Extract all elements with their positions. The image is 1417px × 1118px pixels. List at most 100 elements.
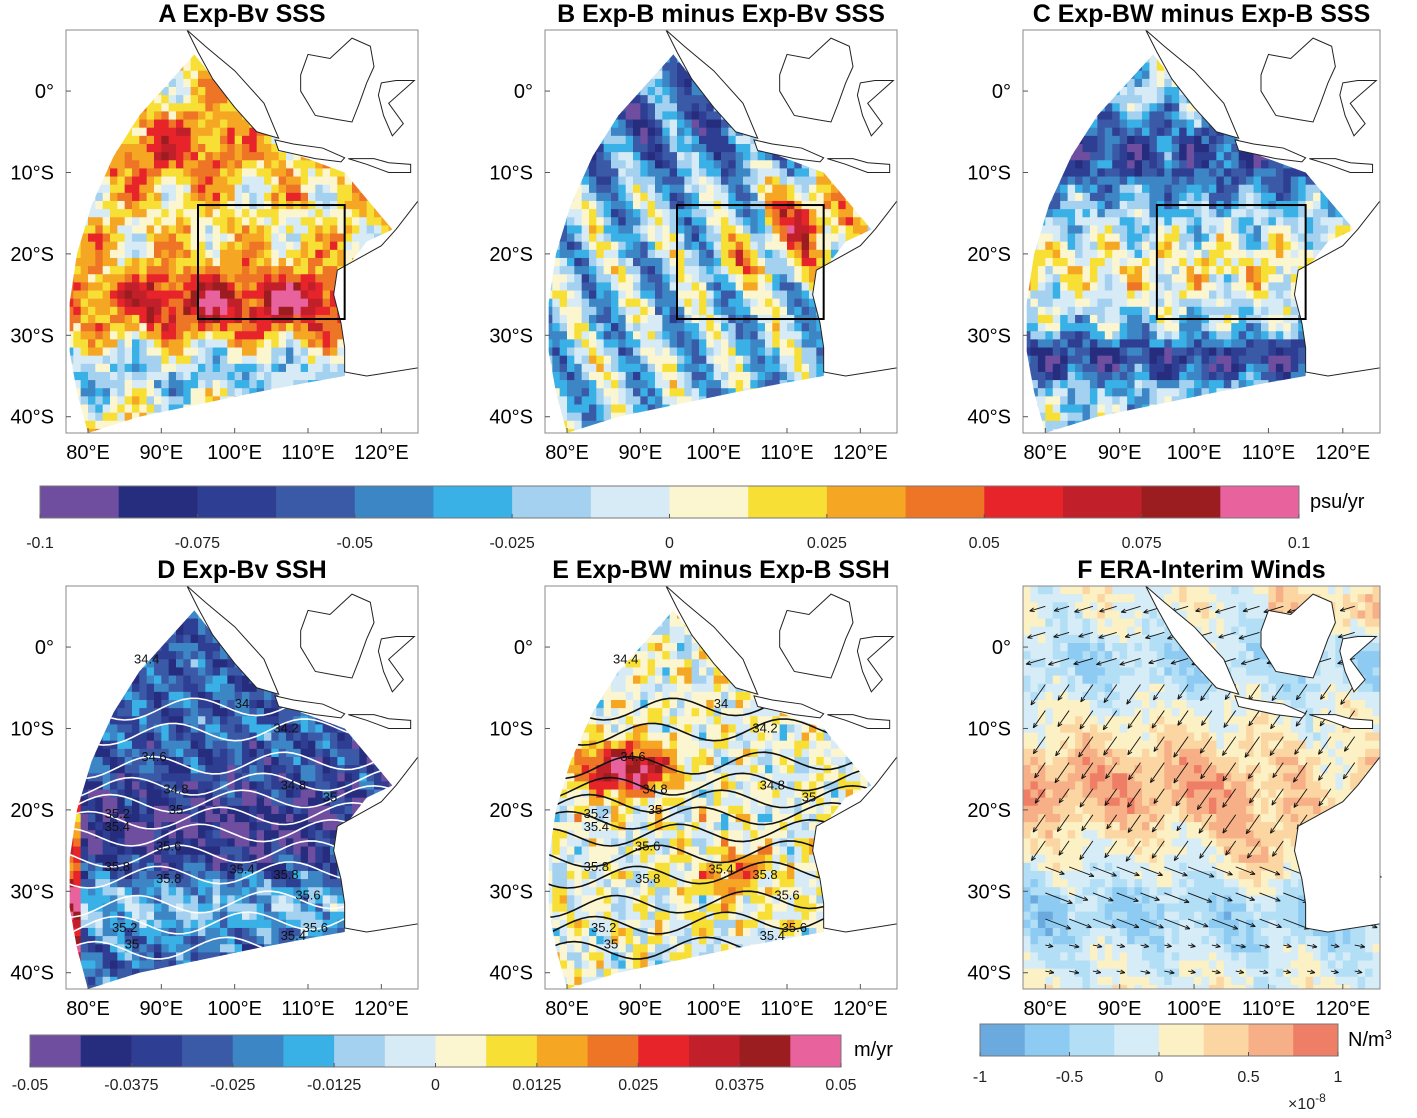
colorbar-swatch [980, 1024, 1025, 1056]
panel-title-text: Exp-Bv SSH [182, 556, 326, 584]
contour-label: 34.8 [760, 778, 785, 793]
colorbar-tick: 0.075 [1122, 535, 1162, 552]
colorbar-swatch [334, 1035, 385, 1067]
colorbar-tick: 0.025 [618, 1077, 658, 1094]
contour-label: 34 [235, 696, 249, 711]
lat-label: 20°S [489, 800, 533, 822]
colorbar-swatch [1249, 1024, 1294, 1056]
contour-label: 35 [648, 802, 662, 817]
lat-label: 20°S [489, 244, 533, 266]
contour-label: 35 [802, 790, 816, 805]
lon-label: 120°E [354, 998, 409, 1020]
lon-label: 100°E [686, 998, 741, 1020]
land-polygon [780, 594, 853, 678]
lat-label: 40°S [10, 963, 54, 985]
panel-title-text: ERA-Interim Winds [1100, 556, 1326, 584]
lon-label: 100°E [686, 442, 741, 464]
colorbar-tick: 0 [431, 1077, 440, 1094]
lon-label: 80°E [545, 442, 589, 464]
lon-label: 90°E [140, 998, 184, 1020]
contour-label: 35.4 [229, 861, 254, 876]
lon-label: 120°E [833, 442, 888, 464]
colorbar-swatch [131, 1035, 182, 1067]
colorbar-swatch [984, 486, 1063, 518]
colorbar-swatch [233, 1035, 284, 1067]
contour-label: 35 [604, 936, 618, 951]
lon-label: 80°E [66, 442, 110, 464]
colorbar-multiplier-exponent: -8 [1315, 1091, 1326, 1105]
colorbar-tick: -0.0375 [104, 1077, 158, 1094]
colorbar-tick: -0.5 [1056, 1069, 1084, 1086]
lat-label: 10°S [967, 162, 1011, 184]
contour-label: 34.4 [613, 651, 638, 666]
colorbar-tick: -0.05 [337, 535, 374, 552]
contour-label: 34.8 [281, 778, 306, 793]
lat-label: 30°S [967, 325, 1011, 347]
colorbar-swatch [197, 486, 276, 518]
panel-letter: B [557, 0, 582, 28]
colorbar-swatch [1063, 486, 1142, 518]
panel-letter: D [157, 556, 182, 584]
colorbar-tick: 0.0375 [715, 1077, 764, 1094]
panel-title: C Exp-BW minus Exp-B SSS [1033, 0, 1371, 28]
colorbar-swatch [1293, 1024, 1338, 1056]
lon-label: 110°E [281, 442, 334, 464]
lon-label: 120°E [1315, 442, 1370, 464]
contour-label: 34.2 [752, 721, 777, 736]
contour-label: 35.6 [295, 887, 320, 902]
land-polygon [857, 636, 893, 691]
land-polygon [1340, 80, 1376, 135]
lat-label: 40°S [10, 407, 54, 429]
colorbar-swatch [906, 486, 985, 518]
colorbar-swatch [638, 1035, 689, 1067]
lat-label: 0° [992, 637, 1011, 659]
colorbar-tick: -1 [973, 1069, 987, 1086]
colorbar-swatch [588, 1035, 639, 1067]
lon-label: 90°E [140, 442, 184, 464]
lon-label: 80°E [66, 998, 110, 1020]
colorbar-swatch [486, 1035, 537, 1067]
lat-label: 0° [992, 81, 1011, 103]
colorbar-swatch [1025, 1024, 1070, 1056]
lat-label: 30°S [967, 881, 1011, 903]
lat-label: 20°S [10, 244, 54, 266]
colorbar-swatch [30, 1035, 81, 1067]
colorbar-swatch [276, 486, 355, 518]
panel-title: E Exp-BW minus Exp-B SSH [552, 556, 890, 584]
lat-label: 40°S [967, 963, 1011, 985]
contour-label: 35.8 [584, 859, 609, 874]
contour-label: 34.2 [273, 721, 298, 736]
land-polygon [348, 159, 410, 173]
colorbar-swatch [689, 1035, 740, 1067]
panel-title-text: Exp-BW minus Exp-B SSH [576, 556, 890, 584]
land-polygon [827, 715, 889, 729]
contour-label: 35.8 [105, 859, 130, 874]
colorbar-swatch [740, 1035, 791, 1067]
colorbar-swatch [591, 486, 670, 518]
lat-label: 0° [35, 637, 54, 659]
lon-label: 120°E [354, 442, 409, 464]
colorbar-swatch [385, 1035, 436, 1067]
lon-label: 120°E [1315, 998, 1370, 1020]
panel-title: D Exp-Bv SSH [157, 556, 326, 584]
lat-label: 30°S [10, 881, 54, 903]
lat-label: 10°S [967, 718, 1011, 740]
lon-label: 110°E [281, 998, 334, 1020]
lon-label: 80°E [545, 998, 589, 1020]
colorbar-tick: -0.0125 [307, 1077, 361, 1094]
contour-label: 34.6 [141, 749, 166, 764]
contour-label: 34.8 [163, 782, 188, 797]
colorbar-swatch [119, 486, 198, 518]
panel-letter: C [1033, 0, 1058, 28]
land-polygon [1309, 159, 1372, 173]
contour-label: 35.4 [760, 928, 785, 943]
colorbar-swatch [40, 486, 119, 518]
lat-label: 30°S [489, 325, 533, 347]
land-polygon [301, 594, 374, 678]
